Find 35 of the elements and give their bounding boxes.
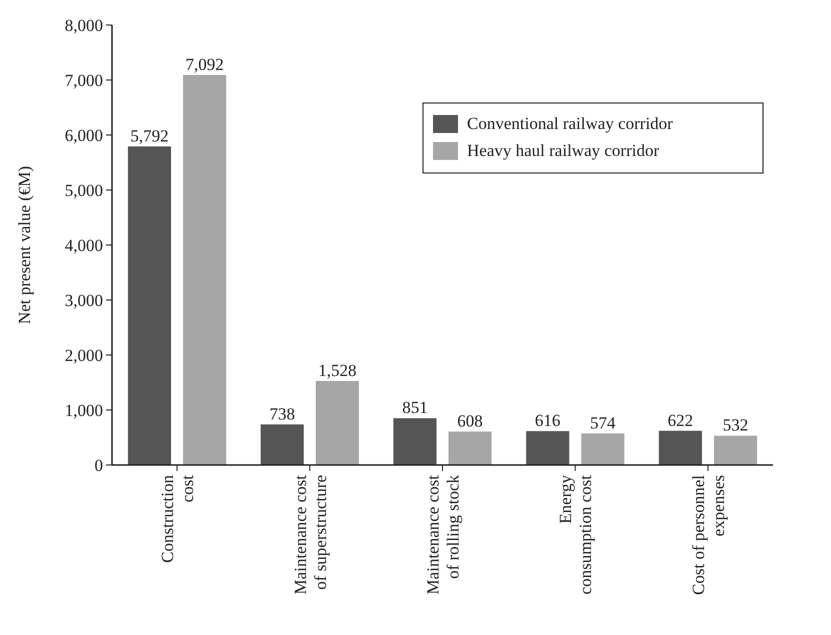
y-tick-label: 2,000 bbox=[64, 346, 103, 365]
data-label: 851 bbox=[402, 398, 428, 418]
bar bbox=[393, 418, 436, 465]
y-tick-label: 5,000 bbox=[64, 180, 103, 200]
data-label: 574 bbox=[590, 413, 616, 432]
bar bbox=[260, 424, 304, 465]
y-tick-label: 6,000 bbox=[64, 126, 103, 145]
bar bbox=[526, 431, 570, 465]
data-label: 616 bbox=[534, 411, 560, 430]
bar bbox=[316, 380, 359, 465]
y-tick-label: 7,000 bbox=[64, 70, 103, 90]
legend-label: Heavy haul railway corridor bbox=[467, 141, 660, 160]
data-label: 738 bbox=[269, 404, 295, 424]
bar bbox=[183, 74, 226, 465]
data-label: 532 bbox=[722, 416, 748, 435]
y-tick-label: 1,000 bbox=[64, 400, 103, 420]
y-tick-label: 3,000 bbox=[64, 290, 103, 310]
bar bbox=[128, 146, 172, 465]
data-label: 1,528 bbox=[318, 360, 356, 380]
x-tick-label: Cost of personnel expenses bbox=[688, 474, 728, 595]
x-tick-label: Construction cost bbox=[158, 474, 198, 563]
y-tick-label: 8,000 bbox=[64, 16, 103, 35]
data-label: 608 bbox=[457, 412, 483, 431]
legend-label: Conventional railway corridor bbox=[467, 114, 674, 133]
data-label: 5,792 bbox=[130, 126, 169, 146]
bar bbox=[448, 432, 492, 465]
y-axis-title: Net present value (€M) bbox=[15, 166, 34, 324]
y-tick-label: 0 bbox=[94, 456, 103, 475]
y-tick-label: 4,000 bbox=[64, 236, 103, 255]
data-label: 7,092 bbox=[185, 54, 224, 74]
x-tick-label: Maintenance cost of rolling stock bbox=[424, 474, 462, 594]
bar bbox=[714, 436, 758, 465]
bar bbox=[658, 430, 702, 465]
bar bbox=[581, 433, 624, 465]
data-label: 622 bbox=[668, 410, 694, 430]
